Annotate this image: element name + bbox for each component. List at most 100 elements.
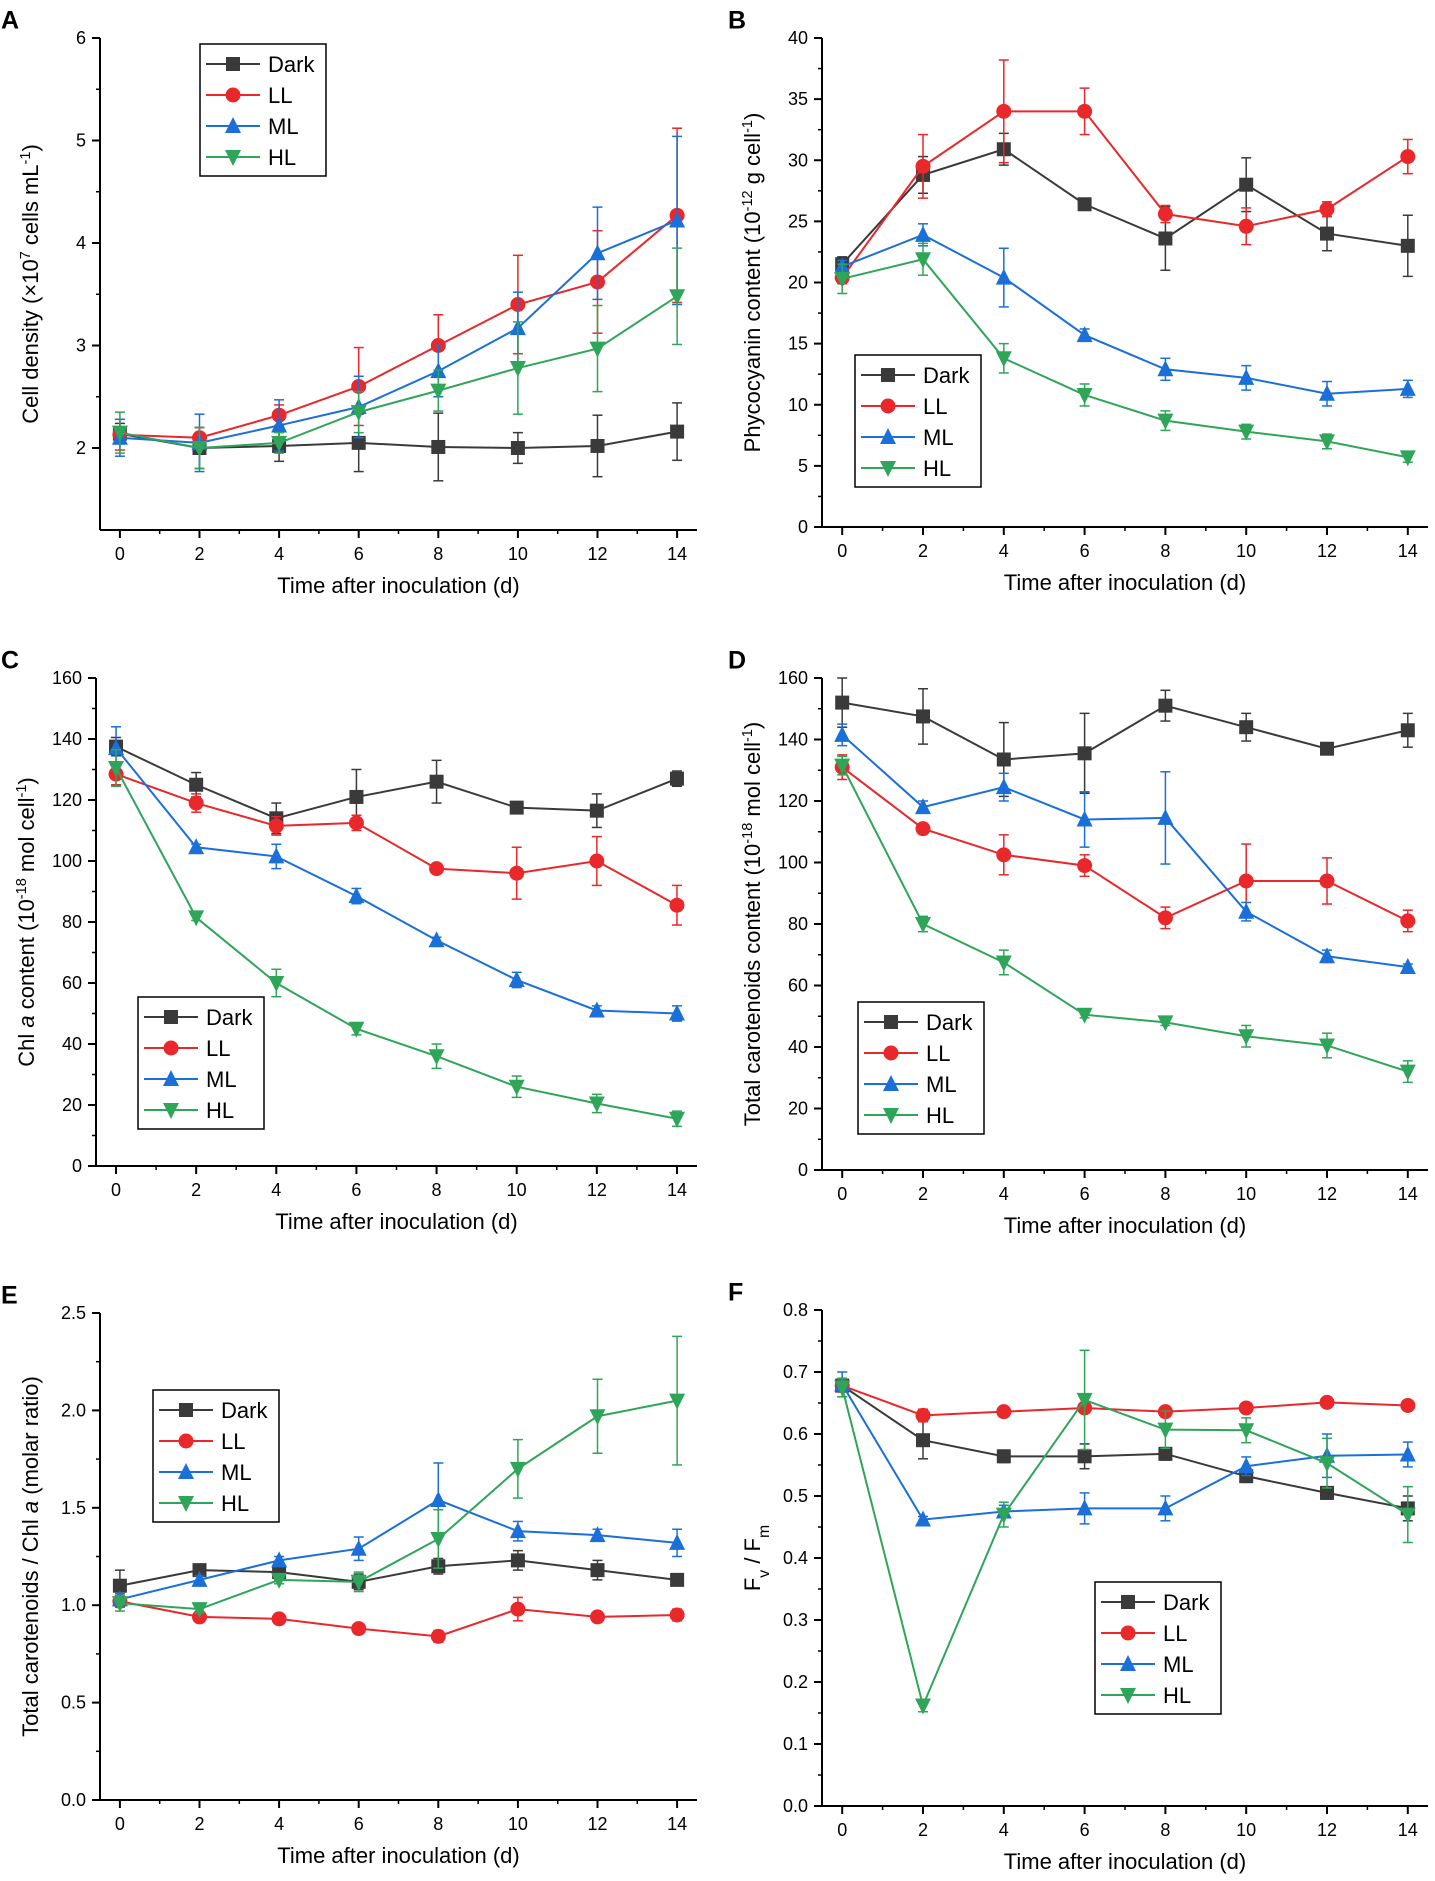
series-ll: [112, 1593, 685, 1644]
data-point-ml: [1399, 379, 1416, 396]
x-tick-label: 2: [194, 544, 204, 564]
data-point-hl: [669, 289, 686, 306]
y-tick-label: 0.1: [783, 1734, 808, 1754]
legend-label: LL: [1163, 1621, 1187, 1646]
data-point-ll: [271, 1611, 287, 1627]
x-tick-label: 8: [433, 544, 443, 564]
legend-label: ML: [221, 1460, 252, 1485]
y-tick-label: 0.3: [783, 1610, 808, 1630]
data-point-hl: [915, 1698, 931, 1715]
data-point-dark: [1158, 698, 1173, 713]
legend-label: HL: [923, 456, 951, 481]
x-axis-label: Time after inoculation (d): [1004, 1213, 1247, 1238]
series-line-ll: [841, 766, 1409, 922]
y-tick-label: 60: [62, 973, 82, 993]
legend-marker: [880, 461, 896, 477]
data-point-hl: [1076, 1007, 1093, 1024]
y-axis-label-part: / F: [740, 1538, 765, 1570]
x-tick-label: 0: [115, 1814, 125, 1834]
data-point-dark: [1320, 1485, 1334, 1500]
x-tick-label: 2: [918, 1184, 928, 1204]
data-point-ml: [669, 211, 686, 228]
data-point-hl: [995, 955, 1012, 972]
legend-marker: [1121, 1595, 1135, 1609]
data-point-ll: [915, 158, 931, 174]
y-axis-label-part: mol cell: [740, 742, 765, 823]
y-tick-label: 5: [798, 456, 808, 476]
legend-marker: [880, 398, 896, 414]
data-point-ml: [271, 1551, 288, 1568]
data-point-ll: [915, 1407, 931, 1423]
data-point-ll: [1319, 1394, 1335, 1410]
data-point-hl: [350, 1574, 367, 1591]
x-tick-label: 4: [999, 541, 1009, 561]
y-tick-label: 1.0: [61, 1595, 86, 1615]
legend-box: [199, 43, 327, 177]
legend-box: [857, 1001, 985, 1135]
y-axis-label-part: mol cell: [14, 798, 39, 879]
series-ml: [111, 1462, 686, 1607]
legend-marker: [178, 1433, 194, 1449]
data-point-ml: [1399, 958, 1416, 975]
series-line-ml: [115, 747, 678, 1015]
series-hl: [111, 247, 686, 470]
x-axis-label: Time after inoculation (d): [275, 1209, 518, 1234]
y-axis-label-part: Phycocyanin content (10: [740, 211, 765, 452]
y-axis-label-part: Total carotenoids / Chl: [18, 1513, 43, 1737]
x-tick-label: 12: [1317, 541, 1337, 561]
data-point-hl: [834, 271, 851, 288]
data-point-hl: [1157, 1015, 1174, 1032]
legend-label: ML: [926, 1072, 957, 1097]
panel-label: E: [1, 1282, 18, 1310]
data-point-dark: [670, 424, 685, 439]
data-point-ml: [995, 268, 1012, 285]
y-axis-label-part: -18: [740, 823, 756, 844]
x-tick-label: 8: [1160, 541, 1170, 561]
y-tick-label: 160: [778, 668, 808, 688]
y-tick-label: 0.0: [783, 1796, 808, 1816]
y-tick-label: 20: [788, 273, 808, 293]
data-point-dark: [916, 709, 930, 724]
data-point-dark: [835, 695, 850, 710]
data-point-ll: [1319, 201, 1335, 217]
data-point-hl: [588, 1096, 605, 1113]
data-point-ml: [915, 1510, 931, 1527]
data-point-ml: [1238, 902, 1255, 919]
data-point-ml: [108, 739, 125, 756]
series-line-dark: [842, 701, 1409, 761]
data-point-ml: [915, 798, 931, 815]
data-point-hl: [108, 760, 125, 777]
data-point-hl: [669, 1393, 686, 1410]
legend-box: [854, 354, 982, 488]
legend-label: HL: [268, 145, 296, 170]
data-point-hl: [509, 1461, 526, 1478]
data-point-hl: [1319, 434, 1335, 451]
x-tick-label: 2: [191, 1180, 201, 1200]
legend-label: Dark: [268, 52, 315, 77]
data-point-dark: [510, 1553, 525, 1568]
data-point-ml: [428, 931, 445, 948]
y-axis-label-part: -1: [740, 729, 756, 742]
x-tick-label: 6: [1080, 1184, 1090, 1204]
legend-label: ML: [923, 425, 954, 450]
panel-label: C: [1, 647, 19, 675]
y-tick-label: 100: [778, 853, 808, 873]
data-point-ll: [915, 821, 931, 837]
data-point-ml: [588, 1001, 605, 1018]
x-tick-label: 12: [1317, 1820, 1337, 1840]
y-tick-label: 4: [76, 233, 86, 253]
legend-marker: [883, 1045, 899, 1061]
data-point-ll: [1238, 873, 1254, 889]
data-point-ll: [1319, 873, 1335, 889]
data-point-ll: [996, 1404, 1012, 1420]
legend-marker: [164, 1010, 178, 1024]
y-axis-label-part: a: [14, 1015, 39, 1027]
legend-label: LL: [221, 1429, 245, 1454]
data-point-dark: [1239, 177, 1254, 192]
data-point-dark: [351, 435, 366, 450]
y-axis-label-part: F: [740, 1578, 765, 1591]
data-point-ll: [589, 853, 605, 869]
legend-marker: [883, 1075, 899, 1091]
x-tick-label: 2: [918, 541, 928, 561]
